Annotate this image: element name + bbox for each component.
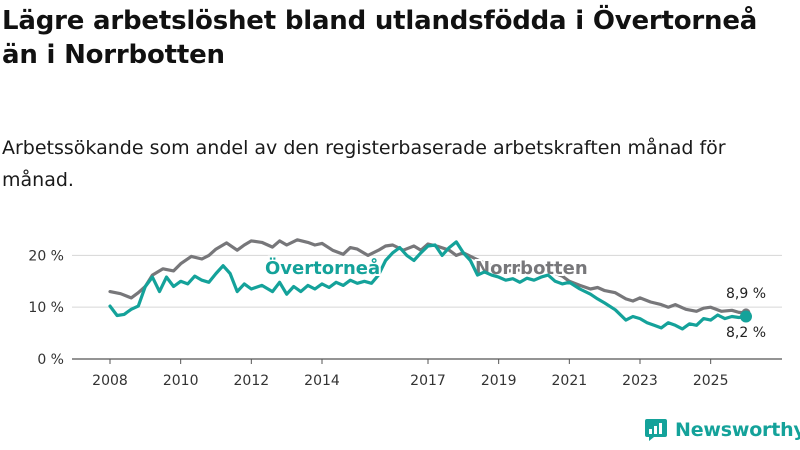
line-chart: 0 % 10 % 20 % 2008 2010 2012 2014 2017 2019 2021 2… [28, 238, 782, 389]
end-value-label-overtornea: 8,2 % [726, 325, 766, 341]
x-tick-label: 2008 [92, 373, 128, 389]
newsworthy-logo[interactable]: Newsworthy [645, 418, 800, 442]
x-tick-label: 2025 [693, 373, 729, 389]
newsworthy-logo-icon [645, 419, 667, 441]
x-tick-label: 2014 [304, 373, 340, 389]
x-tick-label: 2012 [234, 373, 270, 389]
y-tick-label: 10 % [28, 300, 64, 316]
newsworthy-logo-text: Newsworthy [675, 419, 800, 441]
end-value-label-norrbotten: 8,9 % [726, 286, 766, 302]
series-line-norrbotten [108, 238, 748, 315]
series-line-overtornea [108, 240, 748, 331]
y-tick-label: 20 % [28, 248, 64, 264]
chart-title: Lägre arbetslöshet bland utlandsfödda i … [2, 6, 758, 70]
x-tick-label: 2010 [163, 373, 199, 389]
chart-subtitle: Arbetssökande som andel av den registerb… [2, 137, 726, 191]
series-label-overtornea: Övertorneå [265, 257, 380, 279]
x-tick-label: 2017 [410, 373, 446, 389]
x-tick-label: 2019 [481, 373, 517, 389]
x-tick-label: 2021 [552, 373, 588, 389]
series-end-marker-overtornea [740, 310, 752, 323]
y-tick-label: 0 % [37, 352, 64, 368]
x-tick-label: 2023 [622, 373, 658, 389]
